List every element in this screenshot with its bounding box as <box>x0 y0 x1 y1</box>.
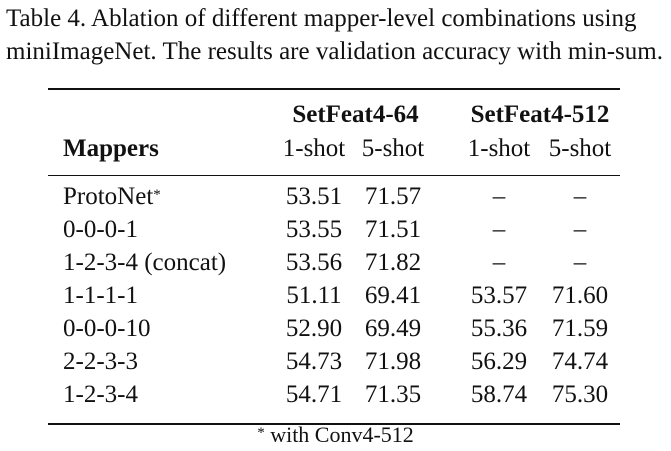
table-cell: 75.30 <box>551 381 609 408</box>
shot-header: 1-shot <box>282 135 346 162</box>
group-header-setfeat4-512: SetFeat4-512 <box>470 101 610 128</box>
shot-header: 1-shot <box>467 135 531 162</box>
row-label: 0-0-0-1 <box>63 215 138 245</box>
row-label-text: 0-0-0-10 <box>63 315 151 342</box>
table-cell: 71.51 <box>364 216 422 243</box>
row-label-marker: * <box>153 187 161 203</box>
table-cell: 58.74 <box>470 381 528 408</box>
table-cell: 53.57 <box>470 282 528 309</box>
row-label-text: 0-0-0-1 <box>63 216 138 243</box>
table-cell: – <box>573 216 587 243</box>
row-header-mappers: Mappers <box>63 135 159 162</box>
shot-header: 5-shot <box>361 135 425 162</box>
footnote-marker: * <box>257 425 265 441</box>
table-cell: – <box>573 249 587 276</box>
row-label-text: 2-2-3-3 <box>63 348 138 375</box>
row-label-text: 1-1-1-1 <box>63 282 138 309</box>
table-cell: – <box>492 183 506 210</box>
table-cell: 53.55 <box>285 216 343 243</box>
table-cell: – <box>573 183 587 210</box>
table-cell: 52.90 <box>285 315 343 342</box>
row-label: ProtoNet* <box>63 182 161 212</box>
table-cell: 74.74 <box>551 348 609 375</box>
row-label: 1-1-1-1 <box>63 281 138 311</box>
row-label: 1-2-3-4 (concat) <box>63 248 226 278</box>
table-cell: 71.82 <box>364 249 422 276</box>
table-caption: Table 4. Ablation of different mapper-le… <box>6 5 663 65</box>
table-cell: 53.51 <box>285 183 343 210</box>
table-cell: 69.41 <box>364 282 422 309</box>
row-label: 1-2-3-4 <box>63 380 138 410</box>
footnote-text: with Conv4-512 <box>270 422 414 447</box>
table-cell: 71.59 <box>551 315 609 342</box>
row-label-text: ProtoNet <box>63 183 154 210</box>
table-cell: 69.49 <box>364 315 422 342</box>
group-header-setfeat4-64: SetFeat4-64 <box>292 101 419 128</box>
table-cell: 54.73 <box>285 348 343 375</box>
table-bottom-rule <box>48 423 620 425</box>
table-cell: 71.57 <box>364 183 422 210</box>
table-cell: 71.98 <box>364 348 422 375</box>
table-cell: – <box>492 216 506 243</box>
table-cell: – <box>492 249 506 276</box>
table-cell: 51.11 <box>286 282 342 309</box>
table-cell: 71.60 <box>551 282 609 309</box>
table-footnote: * with Conv4-512 <box>0 421 671 449</box>
row-label: 0-0-0-10 <box>63 314 150 344</box>
table-header-rule <box>48 175 620 176</box>
table-cell: 54.71 <box>285 381 343 408</box>
table-cell: 56.29 <box>470 348 528 375</box>
row-label-text: 1-2-3-4 (concat) <box>63 249 227 276</box>
table-cell: 71.35 <box>364 381 422 408</box>
table-cell: 53.56 <box>285 249 343 276</box>
row-label-text: 1-2-3-4 <box>63 381 138 408</box>
table-cell: 55.36 <box>470 315 528 342</box>
table-top-rule <box>48 88 620 90</box>
shot-header: 5-shot <box>548 135 612 162</box>
row-label: 2-2-3-3 <box>63 347 138 377</box>
